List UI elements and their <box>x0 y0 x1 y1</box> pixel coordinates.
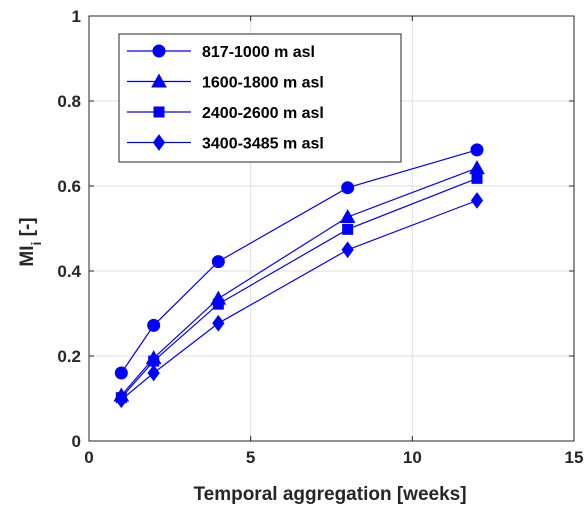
legend-entry: 817-1000 m asl <box>127 44 315 61</box>
series <box>113 143 485 409</box>
data-point <box>341 241 354 259</box>
legend-label: 817-1000 m asl <box>202 44 315 61</box>
y-tick-label: 0.8 <box>57 92 81 111</box>
data-point <box>212 298 224 310</box>
series-diamond <box>115 192 484 409</box>
y-tick-label: 0 <box>72 432 81 451</box>
y-axis-label: MIi [-] <box>17 217 44 266</box>
axis-ticks: 0 5 10 15 0 0.2 0.4 0.6 0.8 1 <box>57 7 583 467</box>
data-point <box>147 318 161 332</box>
data-point <box>471 172 483 184</box>
y-tick-label: 0.4 <box>57 262 81 281</box>
y-tick-label: 0.2 <box>57 347 81 366</box>
y-tick-label: 0.6 <box>57 177 81 196</box>
y-axis-label-unit: [-] <box>17 217 38 241</box>
data-point <box>212 314 225 332</box>
data-point <box>339 209 356 224</box>
data-point <box>341 181 355 195</box>
x-tick-label: 5 <box>246 448 255 467</box>
legend-label: 1600-1800 m asl <box>202 75 324 92</box>
data-point <box>342 223 354 235</box>
data-point <box>114 366 128 380</box>
legend-marker <box>152 44 166 58</box>
x-axis-label: Temporal aggregation [weeks] <box>193 484 466 505</box>
x-tick-label: 10 <box>403 448 422 467</box>
y-axis-label-main: MI <box>17 246 38 267</box>
data-point <box>211 255 225 269</box>
x-tick-label: 15 <box>565 448 584 467</box>
x-tick-label: 0 <box>84 448 93 467</box>
series-circle <box>114 143 484 380</box>
legend-entry: 2400-2600 m asl <box>127 105 324 122</box>
plot-area-frame <box>88 15 575 442</box>
data-point <box>148 355 160 367</box>
legend-marker <box>152 134 166 151</box>
legend-label: 2400-2600 m asl <box>202 105 324 122</box>
data-point <box>147 364 160 382</box>
data-point <box>470 143 484 157</box>
legend-box <box>118 33 402 163</box>
legend: 817-1000 m asl 1600-1800 m asl 2400-2600 m… <box>118 33 402 163</box>
y-tick-label: 1 <box>72 7 81 26</box>
y-axis-label-subscript: i <box>28 242 44 246</box>
legend-entry: 3400-3485 m asl <box>127 134 324 153</box>
legend-marker <box>153 106 165 118</box>
legend-marker <box>151 73 167 88</box>
data-point <box>470 192 484 209</box>
data-point <box>115 391 128 409</box>
legend-label: 3400-3485 m asl <box>202 136 324 153</box>
legend-entry: 1600-1800 m asl <box>127 73 324 92</box>
